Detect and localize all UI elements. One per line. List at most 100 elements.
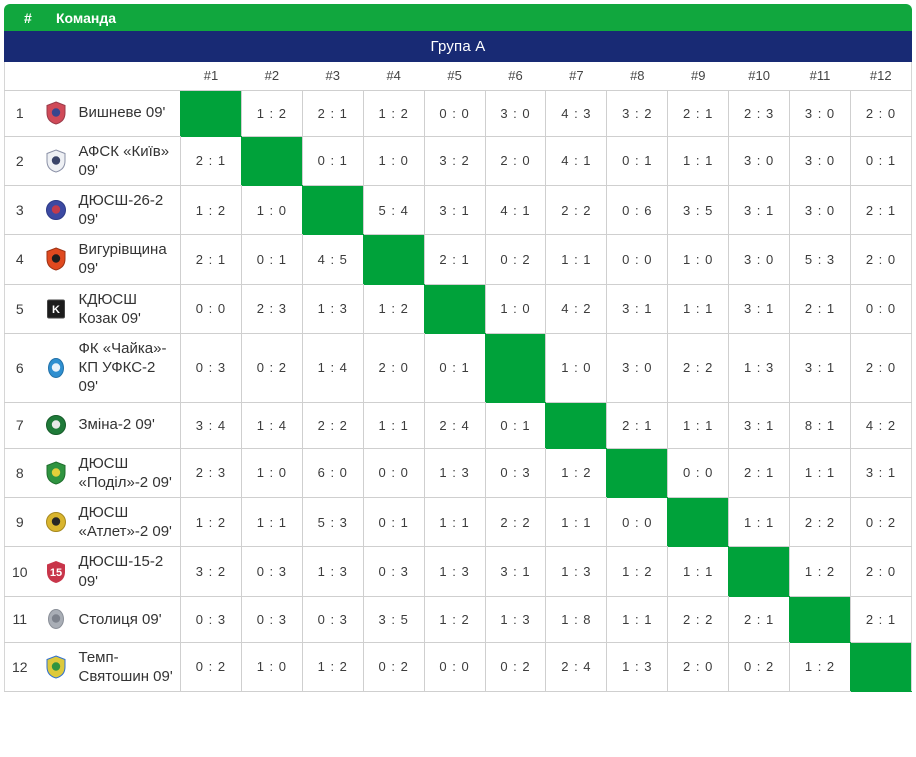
match-score-cell: 3 : 0 xyxy=(484,90,546,137)
match-score-cell: 1 : 2 xyxy=(789,546,851,597)
match-score-cell: 0 : 3 xyxy=(301,596,364,643)
match-score-cell: 1 : 2 xyxy=(180,497,242,548)
opponent-column-header: #2 xyxy=(241,62,303,91)
match-score-cell: 2 : 1 xyxy=(728,596,790,643)
opponent-column-header: #9 xyxy=(667,62,729,91)
team-logo xyxy=(34,596,77,643)
match-score-cell: 3 : 0 xyxy=(789,90,851,137)
match-score-cell: 0 : 3 xyxy=(240,596,303,643)
group-title-bar: Група А xyxy=(4,31,912,62)
match-score-cell: 3 : 1 xyxy=(484,546,546,597)
match-score-cell: 0 : 0 xyxy=(667,448,729,498)
match-score-cell: 1 : 3 xyxy=(423,546,486,597)
team-logo xyxy=(34,448,77,498)
match-score-cell: 2 : 3 xyxy=(240,284,303,335)
match-score-cell: 4 : 2 xyxy=(849,402,912,449)
match-score-cell: 2 : 1 xyxy=(180,136,242,186)
self-match-cell xyxy=(606,448,668,498)
team-name: ДЮСШ-26-2 09' xyxy=(76,185,181,236)
team-logo xyxy=(34,402,77,449)
club-crest-icon: 15 xyxy=(46,560,65,583)
match-score-cell: 1 : 3 xyxy=(545,546,607,597)
match-score-cell: 2 : 3 xyxy=(728,90,790,137)
opponent-column-header: #4 xyxy=(363,62,425,91)
match-score-cell: 3 : 0 xyxy=(789,136,851,186)
team-name: АФСК «Київ» 09' xyxy=(76,136,181,186)
self-match-cell xyxy=(180,90,242,137)
match-score-cell: 2 : 0 xyxy=(849,546,912,597)
match-score-cell: 2 : 1 xyxy=(606,402,668,449)
match-score-cell: 0 : 0 xyxy=(849,284,912,335)
club-crest-icon xyxy=(47,609,64,630)
team-rank: 2 xyxy=(4,136,35,186)
self-match-cell xyxy=(728,546,790,597)
match-score-cell: 3 : 1 xyxy=(423,185,486,236)
match-score-cell: 1 : 2 xyxy=(180,185,242,236)
match-score-cell: 1 : 0 xyxy=(240,448,303,498)
match-score-cell: 1 : 3 xyxy=(423,448,486,498)
match-score-cell: 0 : 1 xyxy=(606,136,668,186)
match-score-cell: 2 : 1 xyxy=(789,284,851,335)
match-score-cell: 0 : 1 xyxy=(423,333,486,403)
team-rank: 3 xyxy=(4,185,35,236)
crosstable: #1 #2 #3 #4 #5 #6 #7 #8 #9 #10 #11 #12 1 Вишневе 09'… xyxy=(4,62,912,693)
team-logo xyxy=(34,333,77,403)
match-score-cell: 2 : 0 xyxy=(484,136,546,186)
self-match-cell xyxy=(484,333,546,403)
team-rank: 1 xyxy=(4,90,35,137)
header-spacer xyxy=(34,62,77,91)
match-score-cell: 3 : 0 xyxy=(728,234,790,285)
match-score-cell: 1 : 3 xyxy=(301,284,364,335)
match-score-cell: 2 : 2 xyxy=(301,402,364,449)
self-match-cell xyxy=(667,497,729,548)
match-score-cell: 1 : 2 xyxy=(545,448,607,498)
self-match-cell xyxy=(301,185,364,236)
table-header-bar: # Команда xyxy=(4,4,912,31)
match-score-cell: 1 : 3 xyxy=(301,546,364,597)
match-score-cell: 1 : 1 xyxy=(545,497,607,548)
match-score-cell: 3 : 2 xyxy=(606,90,668,137)
match-score-cell: 1 : 1 xyxy=(667,546,729,597)
team-logo xyxy=(34,234,77,285)
match-score-cell: 2 : 1 xyxy=(849,596,912,643)
match-score-cell: 1 : 0 xyxy=(240,185,303,236)
match-score-cell: 1 : 2 xyxy=(301,642,364,693)
match-score-cell: 1 : 8 xyxy=(545,596,607,643)
match-score-cell: 3 : 0 xyxy=(728,136,790,186)
header-spacer xyxy=(76,62,181,91)
match-score-cell: 2 : 2 xyxy=(545,185,607,236)
team-rank: 10 xyxy=(4,546,35,597)
match-score-cell: 1 : 1 xyxy=(667,402,729,449)
group-title: Група А xyxy=(430,38,486,55)
match-score-cell: 0 : 3 xyxy=(240,546,303,597)
match-score-cell: 8 : 1 xyxy=(789,402,851,449)
match-score-cell: 0 : 0 xyxy=(606,497,668,548)
match-score-cell: 1 : 4 xyxy=(240,402,303,449)
team-name: Вигурівщина 09' xyxy=(76,234,181,285)
self-match-cell xyxy=(545,402,607,449)
opponent-column-header: #5 xyxy=(424,62,486,91)
opponent-column-header: #12 xyxy=(850,62,912,91)
match-score-cell: 0 : 6 xyxy=(606,185,668,236)
match-score-cell: 1 : 3 xyxy=(484,596,546,643)
team-rank: 7 xyxy=(4,402,35,449)
match-score-cell: 0 : 2 xyxy=(240,333,303,403)
team-name: Столиця 09' xyxy=(76,596,181,643)
match-score-cell: 0 : 3 xyxy=(180,596,242,643)
rank-column-label: # xyxy=(24,9,32,26)
match-score-cell: 2 : 1 xyxy=(301,90,364,137)
match-score-cell: 2 : 2 xyxy=(667,333,729,403)
match-score-cell: 1 : 0 xyxy=(362,136,425,186)
match-score-cell: 0 : 1 xyxy=(301,136,364,186)
match-score-cell: 0 : 3 xyxy=(180,333,242,403)
team-rank: 5 xyxy=(4,284,35,335)
team-rank: 12 xyxy=(4,642,35,693)
team-name: ФК «Чайка»-КП УФКС-2 09' xyxy=(76,333,181,403)
match-score-cell: 1 : 0 xyxy=(484,284,546,335)
match-score-cell: 6 : 0 xyxy=(301,448,364,498)
match-score-cell: 4 : 2 xyxy=(545,284,607,335)
